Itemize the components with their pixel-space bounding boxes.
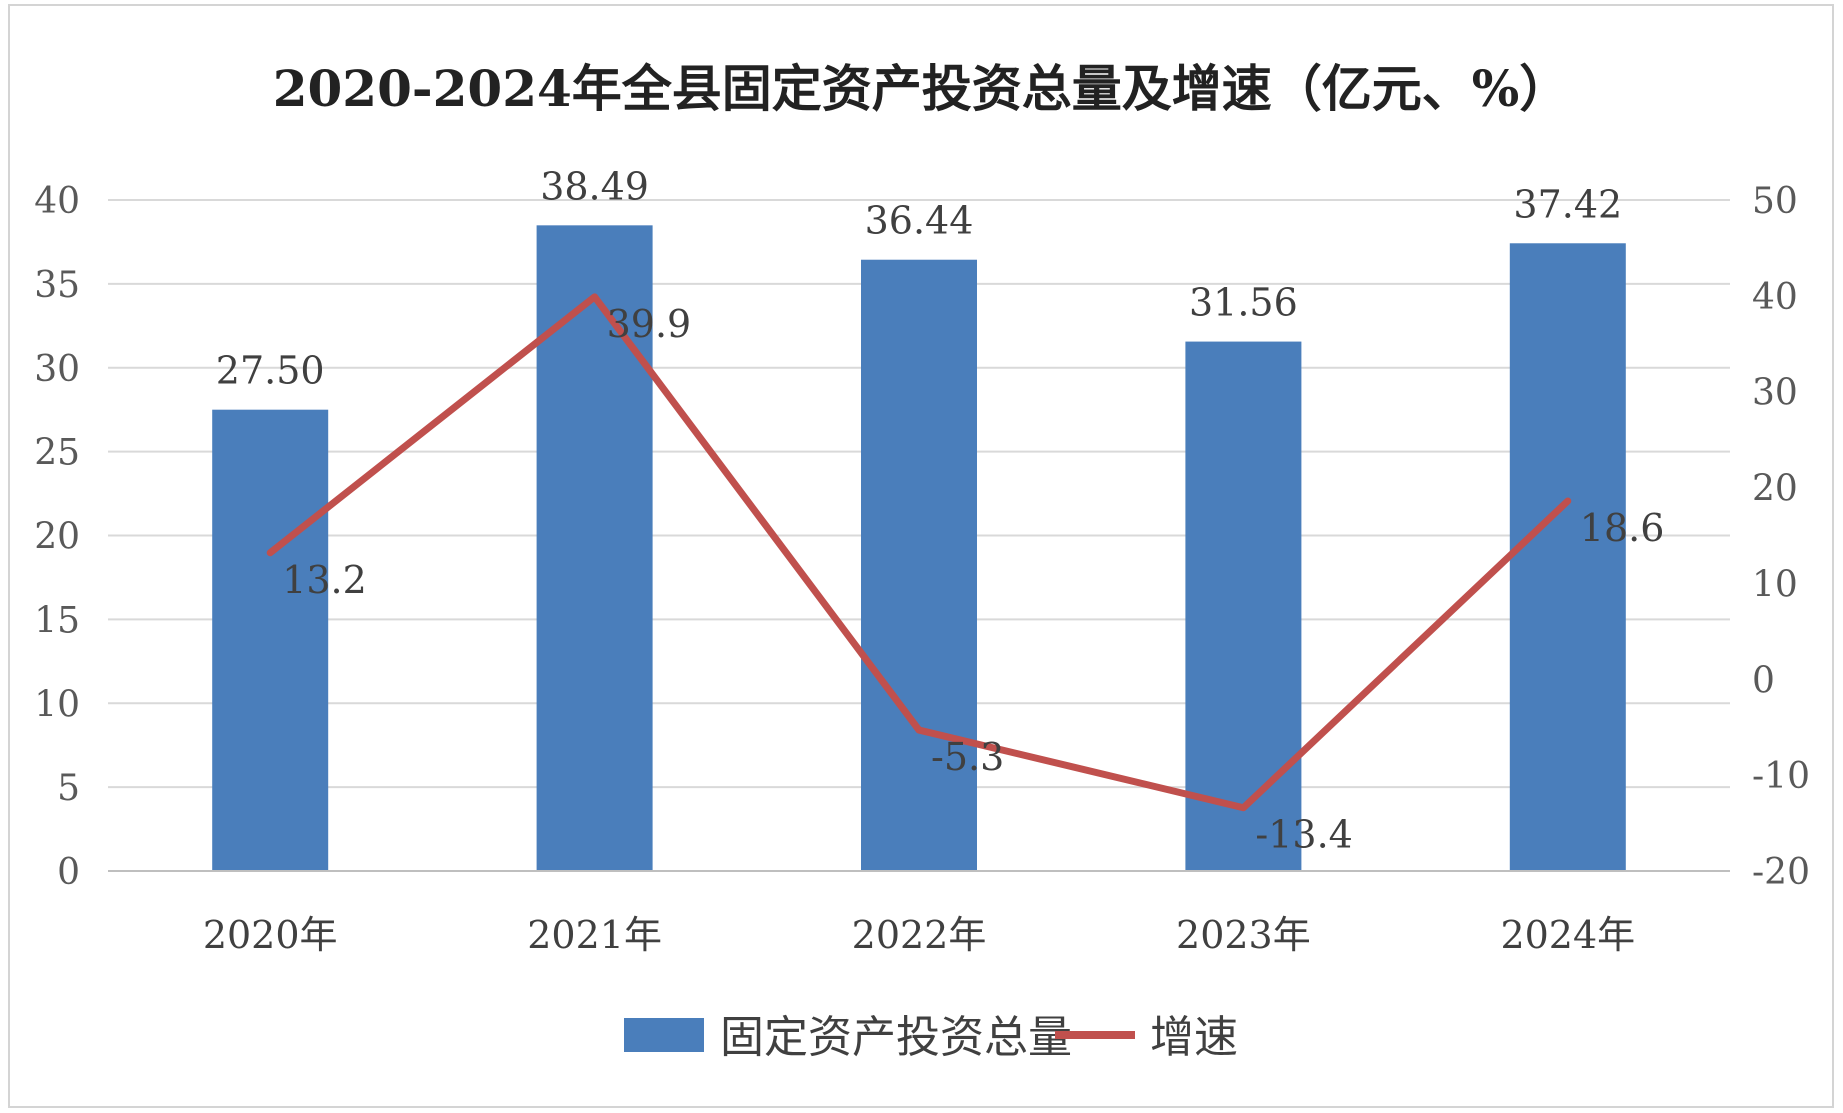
line-value-label: 13.2	[282, 558, 367, 602]
bar	[1185, 341, 1302, 871]
line-value-label: 39.9	[607, 302, 692, 346]
y-left-tick-label: 25	[34, 433, 80, 474]
y-left-tick-label: 35	[34, 265, 80, 306]
y-left-tick-label: 5	[57, 768, 80, 809]
y-left-tick-label: 0	[57, 852, 80, 893]
bar-value-label: 37.42	[1513, 182, 1622, 226]
x-axis: 2020年 2021年 2022年 2023年 2024年	[108, 870, 1730, 957]
line-value-label: -5.3	[931, 735, 1004, 779]
bar-value-label: 36.44	[865, 199, 974, 243]
bar	[1509, 243, 1626, 872]
data-labels: 27.50 38.49 36.44 31.56 37.42 13.2 39.9 -5.3 -13…	[216, 164, 1665, 856]
bar	[861, 259, 977, 871]
x-tick-label: 2022年	[852, 913, 987, 957]
y-left-tick-label: 40	[34, 181, 80, 222]
bar-value-label: 38.49	[540, 164, 649, 208]
y-left-tick-label: 30	[34, 349, 80, 390]
bar-series	[212, 225, 1626, 872]
x-tick-label: 2024年	[1500, 913, 1635, 957]
line-value-label: 18.6	[1580, 506, 1665, 550]
y-right-tick-label: 0	[1752, 660, 1775, 701]
x-tick-label: 2021年	[527, 913, 662, 957]
bar	[536, 225, 653, 871]
line-value-label: -13.4	[1255, 813, 1352, 857]
y-right-tick-label: 10	[1752, 564, 1798, 605]
bar-value-label: 31.56	[1189, 281, 1298, 325]
y-left-tick-label: 10	[34, 684, 80, 725]
y-right-tick-label: 20	[1752, 469, 1798, 510]
y-left-tick-label: 15	[34, 600, 80, 641]
x-tick-label: 2020年	[203, 913, 338, 957]
y-right-tick-label: 40	[1752, 277, 1798, 318]
legend: 固定资产投资总量 增速	[624, 1012, 1238, 1063]
legend-line-label: 增速	[1150, 1012, 1238, 1063]
line-series	[266, 293, 1572, 812]
y-right-tick-label: 50	[1752, 181, 1798, 222]
bar	[212, 409, 329, 871]
legend-bar-swatch	[624, 1018, 704, 1052]
growth-line	[266, 293, 1572, 812]
y-right-tick-label: 30	[1752, 373, 1798, 414]
y-right-tick-label: -10	[1752, 756, 1810, 797]
x-tick-label: 2023年	[1176, 913, 1311, 957]
y-right-tick-label: -20	[1752, 852, 1810, 893]
y-left-tick-label: 20	[34, 517, 80, 558]
legend-bar-label: 固定资产投资总量	[720, 1012, 1072, 1063]
axis-ticks: 0 5 10 15 20 25 30 35 40 -20 -10 0 10 20 30 40 50	[34, 181, 1810, 893]
chart-title: 2020-2024年全县固定资产投资总量及增速（亿元、%）	[273, 59, 1570, 118]
bar-value-label: 27.50	[216, 349, 325, 393]
